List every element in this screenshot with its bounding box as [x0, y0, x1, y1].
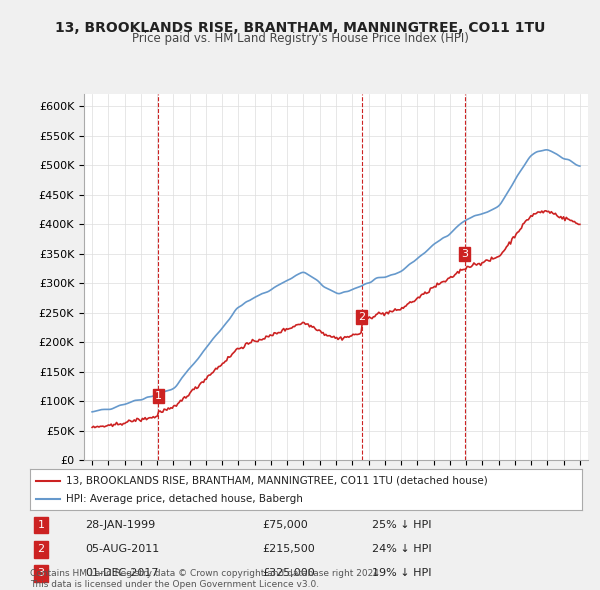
Text: 13, BROOKLANDS RISE, BRANTHAM, MANNINGTREE, CO11 1TU: 13, BROOKLANDS RISE, BRANTHAM, MANNINGTR…: [55, 21, 545, 35]
Text: 25% ↓ HPI: 25% ↓ HPI: [372, 520, 432, 530]
Text: 24% ↓ HPI: 24% ↓ HPI: [372, 545, 432, 554]
Text: 1: 1: [155, 391, 162, 401]
Text: 2: 2: [358, 312, 365, 322]
Text: 1: 1: [38, 520, 44, 530]
Text: £325,000: £325,000: [262, 568, 314, 578]
Text: 01-DEC-2017: 01-DEC-2017: [85, 568, 158, 578]
Text: 2: 2: [37, 545, 44, 554]
Text: 3: 3: [38, 568, 44, 578]
Text: 13, BROOKLANDS RISE, BRANTHAM, MANNINGTREE, CO11 1TU (detached house): 13, BROOKLANDS RISE, BRANTHAM, MANNINGTR…: [66, 476, 488, 486]
Text: 28-JAN-1999: 28-JAN-1999: [85, 520, 155, 530]
Text: £215,500: £215,500: [262, 545, 314, 554]
Text: Contains HM Land Registry data © Crown copyright and database right 2024.
This d: Contains HM Land Registry data © Crown c…: [30, 569, 382, 589]
Text: HPI: Average price, detached house, Babergh: HPI: Average price, detached house, Babe…: [66, 494, 303, 504]
Text: Price paid vs. HM Land Registry's House Price Index (HPI): Price paid vs. HM Land Registry's House …: [131, 32, 469, 45]
Text: 3: 3: [461, 249, 468, 259]
Text: 05-AUG-2011: 05-AUG-2011: [85, 545, 160, 554]
Text: £75,000: £75,000: [262, 520, 308, 530]
Text: 19% ↓ HPI: 19% ↓ HPI: [372, 568, 432, 578]
